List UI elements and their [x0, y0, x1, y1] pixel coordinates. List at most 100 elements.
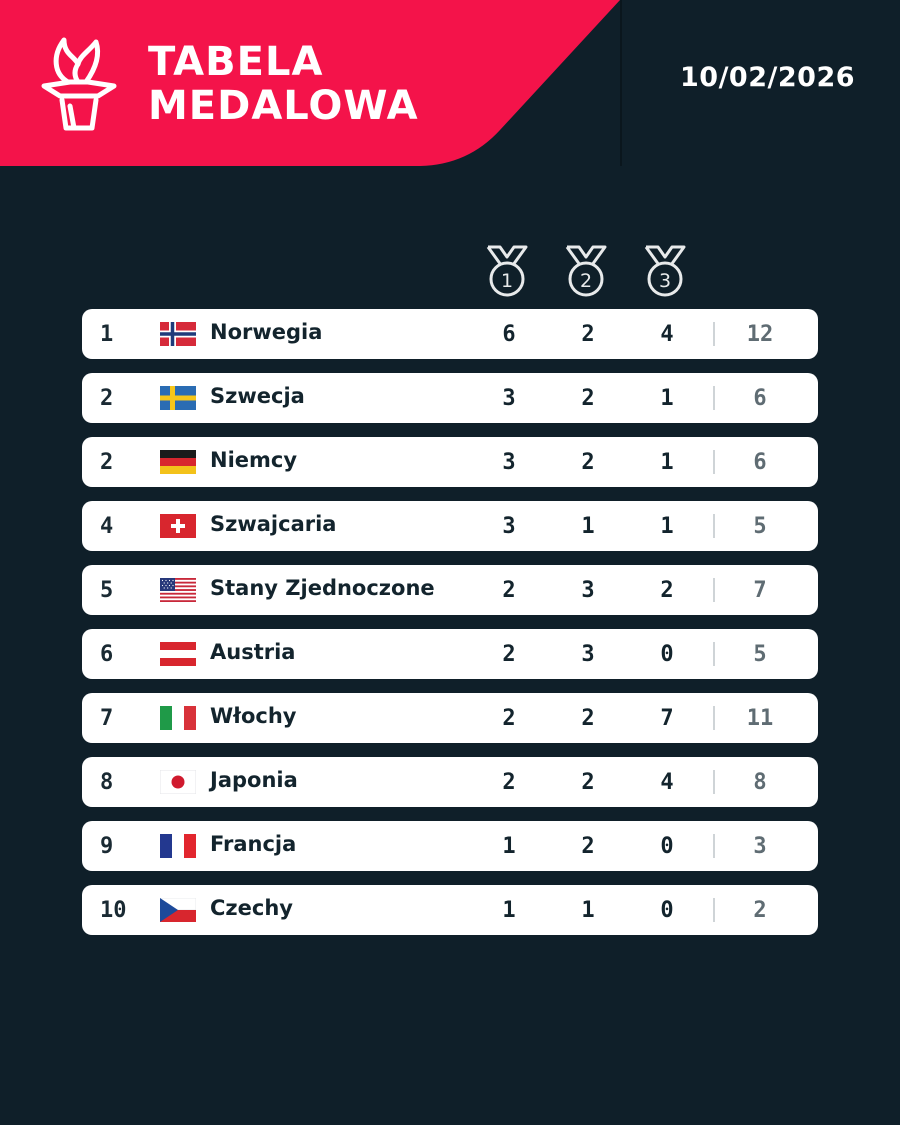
- medal-2-icon: 2: [565, 245, 607, 297]
- rank: 6: [100, 642, 114, 667]
- rank: 2: [100, 450, 114, 475]
- table-row: 9 Francja 1 2 0 3: [82, 821, 818, 871]
- rank: 8: [100, 770, 114, 795]
- column-divider: [713, 450, 715, 474]
- svg-text:3: 3: [659, 270, 671, 292]
- column-divider: [713, 706, 715, 730]
- column-divider: [713, 834, 715, 858]
- silver-count: 2: [581, 386, 595, 411]
- table-row: 2 Niemcy 3 2 1 6: [82, 437, 818, 487]
- column-divider: [713, 898, 715, 922]
- rank: 1: [100, 322, 114, 347]
- bronze-count: 2: [660, 578, 674, 603]
- rank: 10: [100, 898, 127, 923]
- table-row: 1 Norwegia 6 2 4 12: [82, 309, 818, 359]
- country-name: Francja: [210, 832, 297, 856]
- total-count: 5: [753, 642, 767, 667]
- svg-text:2: 2: [580, 270, 592, 292]
- bronze-count: 0: [660, 834, 674, 859]
- rank: 7: [100, 706, 114, 731]
- total-count: 8: [753, 770, 767, 795]
- bronze-count: 0: [660, 898, 674, 923]
- total-count: 12: [746, 322, 774, 347]
- silver-count: 3: [581, 578, 595, 603]
- total-count: 6: [753, 450, 767, 475]
- silver-count: 2: [581, 834, 595, 859]
- total-count: 7: [753, 578, 767, 603]
- silver-count: 2: [581, 770, 595, 795]
- total-count: 11: [746, 706, 774, 731]
- total-count: 3: [753, 834, 767, 859]
- country-name: Japonia: [210, 768, 298, 792]
- silver-count: 1: [581, 514, 595, 539]
- sweden-flag-icon: [160, 386, 196, 410]
- italy-flag-icon: [160, 706, 196, 730]
- svg-text:1: 1: [501, 270, 513, 292]
- title-line-1: TABELA: [148, 39, 324, 85]
- country-name: Szwecja: [210, 384, 305, 408]
- bronze-count: 0: [660, 642, 674, 667]
- table-row: 6 Austria 2 3 0 5: [82, 629, 818, 679]
- date-label: 10/02/2026: [680, 62, 856, 93]
- column-divider: [713, 642, 715, 666]
- column-divider: [713, 322, 715, 346]
- gold-count: 3: [502, 514, 516, 539]
- bronze-count: 7: [660, 706, 674, 731]
- silver-count: 2: [581, 706, 595, 731]
- japan-flag-icon: [160, 770, 196, 794]
- total-count: 6: [753, 386, 767, 411]
- table-row: 4 Szwajcaria 3 1 1 5: [82, 501, 818, 551]
- bronze-count: 1: [660, 450, 674, 475]
- total-count: 5: [753, 514, 767, 539]
- column-divider: [713, 578, 715, 602]
- france-flag-icon: [160, 834, 196, 858]
- table-row: 5 Stany Zjednoczone 2 3 2 7: [82, 565, 818, 615]
- medal-3-icon: 3: [644, 245, 686, 297]
- column-divider: [713, 770, 715, 794]
- gold-count: 2: [502, 770, 516, 795]
- medal-1-icon: 1: [486, 245, 528, 297]
- bronze-count: 4: [660, 770, 674, 795]
- country-name: Norwegia: [210, 320, 323, 344]
- gold-count: 2: [502, 578, 516, 603]
- title-line-2: MEDALOWA: [148, 83, 419, 129]
- germany-flag-icon: [160, 450, 196, 474]
- table-row: 7 Włochy 2 2 7 11: [82, 693, 818, 743]
- gold-count: 1: [502, 834, 516, 859]
- country-name: Austria: [210, 640, 296, 664]
- torch-icon: [41, 37, 117, 131]
- gold-count: 3: [502, 386, 516, 411]
- country-name: Niemcy: [210, 448, 298, 472]
- bronze-count: 4: [660, 322, 674, 347]
- rank: 4: [100, 514, 114, 539]
- country-name: Stany Zjednoczone: [210, 576, 435, 600]
- silver-count: 3: [581, 642, 595, 667]
- gold-count: 2: [502, 642, 516, 667]
- column-divider: [713, 514, 715, 538]
- switzerland-flag-icon: [160, 514, 196, 538]
- bronze-count: 1: [660, 386, 674, 411]
- norway-flag-icon: [160, 322, 196, 346]
- silver-count: 2: [581, 450, 595, 475]
- gold-count: 2: [502, 706, 516, 731]
- gold-count: 1: [502, 898, 516, 923]
- silver-count: 2: [581, 322, 595, 347]
- total-count: 2: [753, 898, 767, 923]
- austria-flag-icon: [160, 642, 196, 666]
- table-row: 10 Czechy 1 1 0 2: [82, 885, 818, 935]
- usa-flag-icon: [160, 578, 196, 602]
- column-divider: [713, 386, 715, 410]
- country-name: Szwajcaria: [210, 512, 337, 536]
- table-row: 8 Japonia 2 2 4 8: [82, 757, 818, 807]
- header-banner: [0, 0, 622, 166]
- bronze-count: 1: [660, 514, 674, 539]
- gold-count: 3: [502, 450, 516, 475]
- gold-count: 6: [502, 322, 516, 347]
- table-row: 2 Szwecja 3 2 1 6: [82, 373, 818, 423]
- country-name: Czechy: [210, 896, 293, 920]
- silver-count: 1: [581, 898, 595, 923]
- rank: 9: [100, 834, 114, 859]
- rank: 5: [100, 578, 114, 603]
- page-title: TABELA MEDALOWA: [148, 40, 419, 128]
- country-name: Włochy: [210, 704, 297, 728]
